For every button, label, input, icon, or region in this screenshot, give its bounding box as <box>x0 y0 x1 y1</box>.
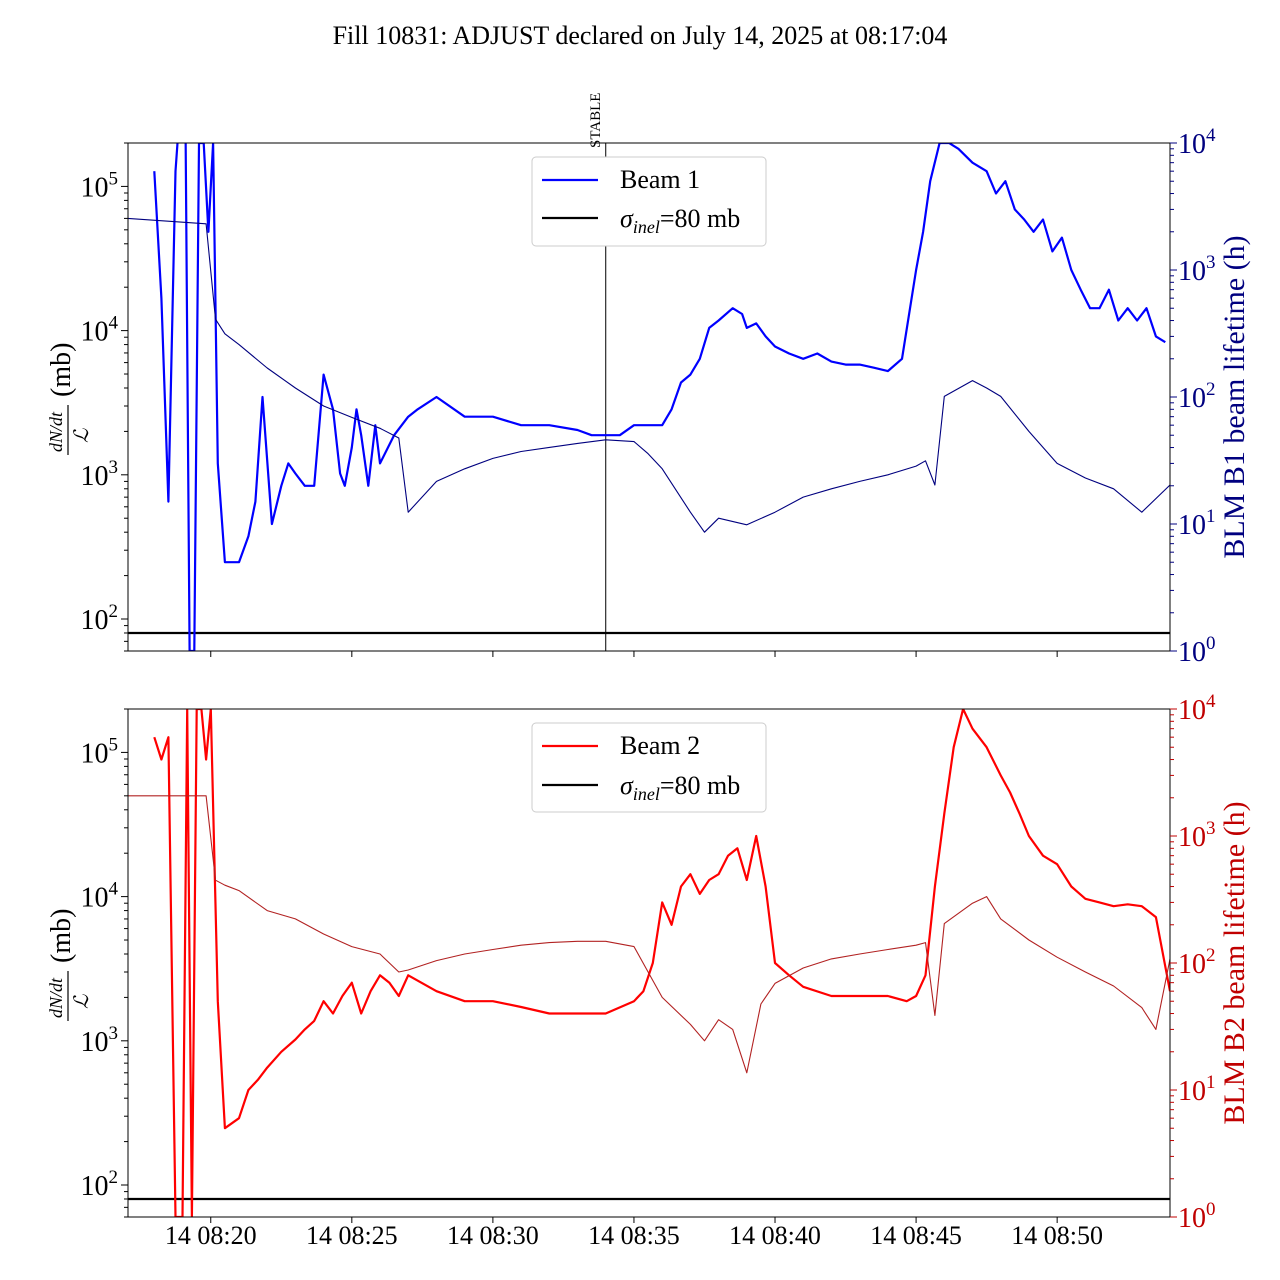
right-tick-label: 100 <box>1178 633 1216 668</box>
right-tick-label: 100 <box>1178 1199 1216 1234</box>
dndt-series-line <box>128 217 1170 533</box>
x-tick-label: 14 08:35 <box>588 1221 680 1250</box>
right-tick-label: 104 <box>1178 691 1216 726</box>
bottom-left-ylabel: dN/dt ℒ (mb) <box>46 909 93 1021</box>
right-tick-label: 101 <box>1178 1072 1216 1107</box>
svg-text:dN/dt: dN/dt <box>46 977 66 1018</box>
bottom-right-axis: 100 101 102 103 104 <box>1170 691 1216 1234</box>
svg-text:ℒ: ℒ <box>71 994 93 1009</box>
legend-beam2-label: Beam 2 <box>620 731 700 760</box>
top-x-axis <box>210 651 1058 657</box>
svg-text:ℒ: ℒ <box>71 428 93 443</box>
top-left-ylabel: dN/dt ℒ (mb) <box>46 343 93 455</box>
legend-sigma-label: σinel=80 mb <box>620 204 740 237</box>
left-tick-label: 102 <box>81 601 119 636</box>
x-tick-label: 14 08:50 <box>1011 1221 1103 1250</box>
x-tick-label: 14 08:25 <box>306 1221 398 1250</box>
legend-beam1-label: Beam 1 <box>620 165 700 194</box>
right-tick-label: 104 <box>1178 125 1216 160</box>
top-legend: Beam 1 σinel=80 mb <box>531 156 767 247</box>
svg-text:dN/dt: dN/dt <box>46 411 66 452</box>
top-right-ylabel: BLM B1 beam lifetime (h) <box>1218 235 1251 558</box>
right-tick-label: 103 <box>1178 252 1216 287</box>
x-tick-label: 14 08:40 <box>729 1221 821 1250</box>
bottom-right-ylabel: BLM B2 beam lifetime (h) <box>1218 801 1251 1124</box>
left-tick-label: 104 <box>81 313 119 348</box>
stable-marker-label: STABLE <box>588 93 604 148</box>
top-panel: 102 103 104 105 100 101 102 103 104 STABLE dN/d… <box>46 93 1251 668</box>
lifetime-series-line <box>153 709 1170 1217</box>
left-tick-label: 105 <box>81 168 119 203</box>
right-tick-label: 101 <box>1178 506 1216 541</box>
top-right-axis: 100 101 102 103 104 <box>1170 125 1216 668</box>
x-tick-label: 14 08:45 <box>870 1221 962 1250</box>
bottom-x-axis: 14 08:20 14 08:25 14 08:30 14 08:35 14 08:40… <box>165 1217 1103 1250</box>
bottom-legend: Beam 2 σinel=80 mb <box>531 722 767 813</box>
right-tick-label: 103 <box>1178 818 1216 853</box>
left-tick-label: 103 <box>81 457 119 492</box>
svg-text:(mb): (mb) <box>46 343 77 397</box>
figure-title: Fill 10831: ADJUST declared on July 14, … <box>333 21 948 50</box>
x-tick-label: 14 08:20 <box>165 1221 257 1250</box>
top-left-axis: 102 103 104 105 <box>81 142 128 652</box>
bottom-left-axis: 102 103 104 105 <box>81 708 128 1218</box>
right-tick-label: 102 <box>1178 379 1216 414</box>
lifetime-series-line <box>153 143 1166 651</box>
left-tick-label: 102 <box>81 1167 119 1202</box>
left-tick-label: 104 <box>81 879 119 914</box>
left-tick-label: 105 <box>81 734 119 769</box>
x-tick-label: 14 08:30 <box>447 1221 539 1250</box>
right-tick-label: 102 <box>1178 945 1216 980</box>
svg-text:(mb): (mb) <box>46 909 77 963</box>
dndt-series-line <box>128 795 1170 1074</box>
left-tick-label: 103 <box>81 1023 119 1058</box>
legend-sigma-label: σinel=80 mb <box>620 771 740 804</box>
